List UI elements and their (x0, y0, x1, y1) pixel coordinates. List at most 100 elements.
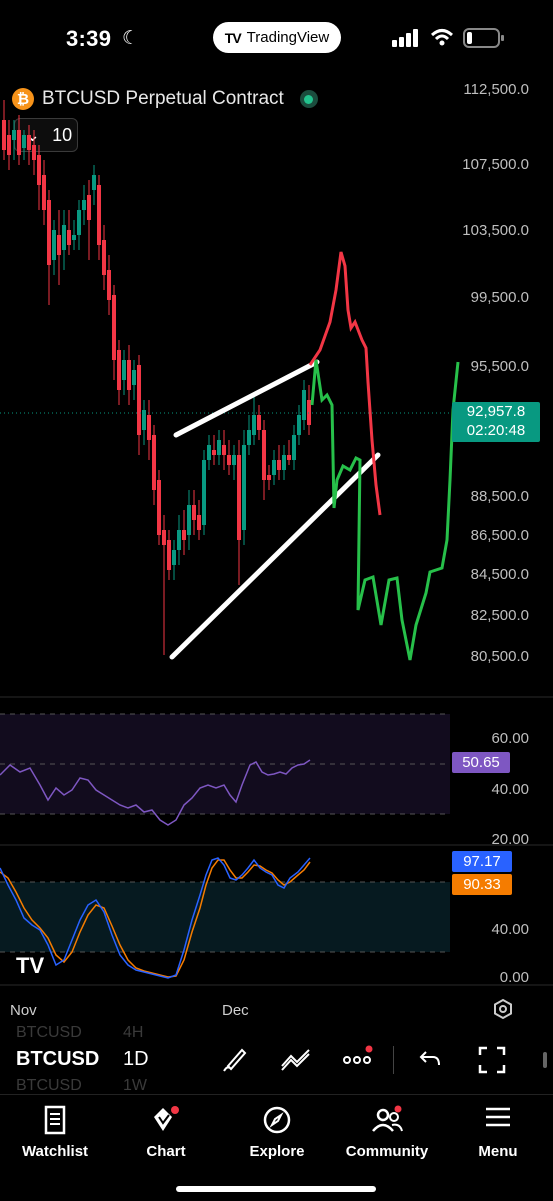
nav-chart-label: Chart (146, 1143, 186, 1160)
candle-body (237, 455, 241, 540)
wedge-lower-line (169, 452, 381, 660)
candle-body (292, 435, 296, 460)
timeframe-ghost: 4H (123, 1024, 144, 1041)
candle-body (252, 415, 256, 435)
candle-body (82, 200, 86, 210)
rsi-tick: 60.00 (491, 730, 529, 747)
candle-body (262, 430, 266, 480)
candle-body (132, 370, 136, 385)
candle-body (122, 360, 126, 380)
symbol-selector[interactable]: BTCUSD (16, 1048, 100, 1070)
price-tick: 82,500.0 (470, 607, 529, 624)
candle-body (162, 530, 166, 545)
candle-body (57, 235, 61, 255)
candle-body (142, 410, 146, 430)
symbol-title: BTCUSD Perpetual Contract (42, 88, 284, 109)
nav-explore[interactable]: Explore (227, 1105, 327, 1160)
candle-body (32, 145, 36, 160)
stoch-k-badge: 97.17 (452, 851, 512, 872)
brush-icon[interactable] (220, 1044, 250, 1074)
market-open-indicator (299, 90, 318, 108)
drawing-tools-icon[interactable] (280, 1046, 312, 1072)
watchlist-icon (5, 1105, 105, 1139)
price-tick: 86,500.0 (470, 527, 529, 544)
candle-body (157, 480, 161, 535)
timeframe-selector[interactable]: 1D (123, 1048, 149, 1070)
stoch-tick: 40.00 (491, 921, 529, 938)
bitcoin-icon: ₿ (12, 88, 34, 110)
nav-watchlist-label: Watchlist (21, 1143, 89, 1160)
candle-body (187, 505, 191, 535)
price-tick: 80,500.0 (470, 648, 529, 665)
price-tick: 99,500.0 (470, 289, 529, 306)
current-price-badge: 92,957.8 02:20:48 (452, 402, 540, 442)
tradingview-pill[interactable]: TV TradingView (213, 22, 341, 53)
candle-body (12, 130, 16, 140)
current-price-value: 92,957.8 (466, 403, 526, 420)
candle-body (232, 455, 236, 465)
menu-icon (448, 1105, 548, 1139)
nav-explore-label: Explore (249, 1143, 305, 1160)
date-tick-dec: Dec (222, 1002, 249, 1019)
price-chart[interactable]: TV (0, 60, 553, 1040)
candle-body (207, 445, 211, 460)
chart-icon (116, 1105, 216, 1139)
price-tick: 95,500.0 (470, 358, 529, 375)
candle-body (202, 460, 206, 525)
nav-watchlist[interactable]: Watchlist (5, 1105, 105, 1160)
candle-body (152, 435, 156, 490)
fullscreen-icon[interactable] (478, 1046, 506, 1074)
candle-body (87, 195, 91, 220)
candle-body (257, 415, 261, 430)
candle-body (47, 200, 51, 265)
candle-body (222, 445, 226, 455)
signal-icon (392, 29, 418, 47)
tradingview-pill-label: TradingView (246, 29, 330, 46)
candle-body (37, 155, 41, 185)
candle-body (282, 455, 286, 470)
candle-body (2, 120, 6, 150)
battery-icon (463, 28, 504, 48)
nav-chart[interactable]: Chart (116, 1105, 216, 1160)
wedge-upper-line (173, 359, 320, 438)
candle-body (277, 460, 281, 470)
bottom-nav: Watchlist Chart Explore Community Menu (0, 1094, 553, 1201)
nav-community-label: Community (345, 1143, 429, 1160)
candle-body (217, 440, 221, 455)
candle-body (62, 225, 66, 250)
bar-countdown: 02:20:48 (466, 422, 526, 439)
undo-icon[interactable] (418, 1048, 442, 1070)
candle-body (137, 365, 141, 435)
rsi-value-badge: 50.65 (452, 752, 510, 773)
candle-body (97, 185, 101, 245)
more-icon[interactable] (342, 1044, 376, 1072)
timeframe-ghost: 1W (123, 1077, 147, 1094)
candle-body (7, 135, 11, 155)
candle-body (272, 460, 276, 475)
candle-body (172, 550, 176, 565)
home-indicator (176, 1186, 376, 1192)
candle-body (267, 475, 271, 480)
candle-body (242, 445, 246, 530)
nav-menu-label: Menu (478, 1143, 518, 1160)
candle-body (147, 415, 151, 440)
symbol-header[interactable]: ₿ BTCUSD Perpetual Contract (12, 86, 318, 112)
nav-community[interactable]: Community (337, 1105, 437, 1160)
symbol-ghost: BTCUSD (16, 1077, 82, 1094)
rsi-tick: 40.00 (491, 781, 529, 798)
candle-body (77, 210, 81, 235)
candle-body (72, 235, 76, 240)
settings-hex-icon[interactable] (492, 998, 514, 1020)
bearish-projection-line (308, 251, 382, 516)
symbol-ghost: BTCUSD (16, 1024, 82, 1041)
toolbar-scroll-hint (543, 1052, 547, 1068)
price-tick: 88,500.0 (470, 488, 529, 505)
moon-icon: ☾ (122, 28, 140, 49)
price-tick: 107,500.0 (462, 156, 529, 173)
price-tick: 84,500.0 (470, 566, 529, 583)
nav-menu[interactable]: Menu (448, 1105, 548, 1160)
candle-body (117, 350, 121, 390)
indicators-count: 10 (52, 124, 73, 145)
rsi-tick: 20.00 (491, 831, 529, 848)
tradingview-logo-icon: TV (224, 29, 242, 46)
